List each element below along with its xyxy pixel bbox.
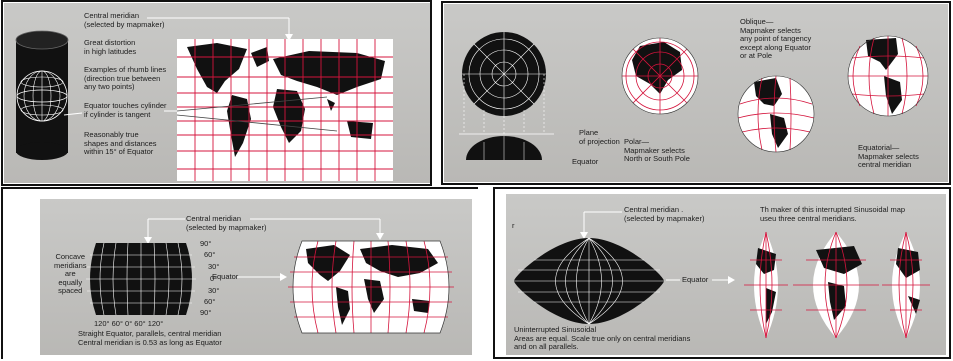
robinson-grid (86, 242, 196, 316)
sinusoidal-caption: Uninterrupted Sinusoidal Areas are equal… (514, 325, 691, 352)
robinson-panel: Central meridian (selected by mapmaker) … (40, 199, 472, 355)
polar-globe (621, 37, 699, 115)
robinson-caption: Straight Equator, parallels, central mer… (78, 329, 222, 347)
distortion-label: Great distortion in high latitudes (84, 38, 137, 56)
sinusoidal-frame (493, 187, 951, 359)
true-shapes-label: Reasonably true shapes and distances wit… (84, 130, 157, 157)
latitude-label-30s: 30° (208, 286, 220, 295)
azimuthal-frame (441, 1, 951, 185)
concave-meridians-label: Concave meridians are equally spaced (54, 252, 87, 296)
equator-label: Equator (212, 272, 239, 281)
interrupted-note: Th maker of this interrupted Sinusoidal … (760, 205, 906, 223)
sinusoidal-arrows (580, 211, 735, 284)
oblique-globe (737, 75, 815, 153)
equator-cylinder-label: Equator touches cylinder if cylinder is … (84, 101, 167, 119)
sinusoidal-panel: r Central meridian . (selected by mapmak… (506, 194, 946, 355)
central-meridian-label: Central meridian (selected by mapmaker) (186, 214, 267, 232)
mercator-frame (1, 0, 432, 186)
projection-plane-diagram (459, 32, 554, 160)
sinusoidal-grid (514, 237, 664, 325)
latitude-label-30n: 30° (208, 262, 220, 271)
mercator-panel: Central meridian (selected by mapmaker) … (4, 3, 430, 183)
robinson-frame (1, 187, 478, 359)
central-meridian-label: Central meridian . (selected by mapmaker… (624, 205, 705, 223)
longitude-labels: 120° 60° 0° 60° 120° (94, 319, 164, 328)
page-mark: r (512, 221, 515, 230)
equator-label: Equator (572, 157, 599, 166)
latitude-label-90s: 90° (200, 308, 212, 317)
equator-label: Equator (682, 275, 709, 284)
equatorial-globe (847, 35, 929, 117)
plane-label: Plane of projection (579, 128, 620, 146)
latitude-label-90n: 90° (200, 239, 212, 248)
central-meridian-label: Central meridian (selected by mapmaker) (84, 11, 165, 29)
robinson-world-map (288, 240, 454, 334)
rhumb-lines-label: Examples of rhumb lines (direction true … (84, 65, 167, 92)
latitude-label-0: 0° (210, 274, 218, 283)
equatorial-label: Equatorial— Mapmaker selects central mer… (858, 143, 919, 170)
latitude-label-60s: 60° (204, 297, 216, 306)
interrupted-sinusoidal-map (744, 231, 930, 339)
mercator-arrows (63, 17, 293, 116)
latitude-label-60n: 60° (204, 250, 216, 259)
robinson-arrows (144, 218, 384, 281)
polar-label: Polar— Mapmaker selects North or South P… (624, 137, 690, 164)
cylinder-diagram (15, 30, 69, 160)
mercator-map (176, 39, 393, 181)
oblique-label: Oblique— Mapmaker selects any point of t… (740, 17, 812, 61)
azimuthal-panel: Plane of projection Equator Polar— Mapma… (444, 4, 948, 182)
